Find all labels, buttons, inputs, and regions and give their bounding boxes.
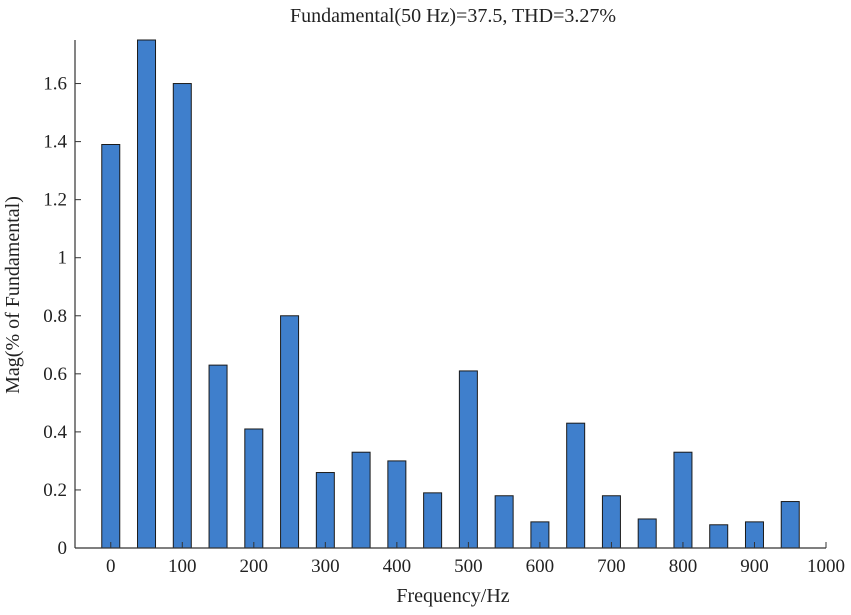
bar-0 [101,144,121,549]
y-tick-label: 1.4 [43,132,67,153]
bar-750 [637,518,657,549]
bars-group [101,39,800,549]
y-tick-label: 1 [58,248,68,269]
x-tick-label: 300 [311,556,340,577]
y-tick-label: 0.4 [43,422,67,443]
x-tick-label: 0 [106,556,116,577]
y-tick-label: 1.2 [43,190,67,211]
bar-700 [601,495,621,549]
bar-100 [172,83,192,549]
bar-400 [387,460,407,549]
x-tick-label: 100 [168,556,197,577]
x-tick-label: 500 [454,556,483,577]
bar-450 [423,492,443,549]
y-tick-label: 1.6 [43,74,67,95]
bar-50 [137,39,157,549]
x-axis-title: Frequency/Hz [396,585,509,607]
bar-200 [244,428,264,549]
x-tick-label: 900 [740,556,769,577]
bar-350 [351,451,371,549]
bar-500 [458,370,478,549]
x-tick-label: 600 [526,556,555,577]
x-tick-label: 800 [669,556,698,577]
bar-550 [494,495,514,549]
bar-850 [709,524,729,549]
bar-150 [208,364,228,549]
y-tick-label: 0 [58,538,68,559]
x-tick-label: 1000 [807,556,845,577]
bar-250 [280,315,300,549]
chart-title: Fundamental(50 Hz)=37.5, THD=3.27% [290,5,616,27]
x-tick-label: 400 [383,556,412,577]
bar-800 [673,451,693,549]
bar-950 [780,501,800,549]
y-axis-ticks: 0 0.2 0.4 0.6 0.8 1 1.2 1.4 1.6 [43,74,81,559]
x-tick-label: 200 [240,556,269,577]
y-axis-title: Mag(% of Fundamental) [2,196,24,394]
x-tick-label: 700 [597,556,626,577]
y-tick-label: 0.8 [43,306,67,327]
y-tick-label: 0.2 [43,480,67,501]
x-axis-ticks: 0 100 200 300 400 500 600 700 800 900 1000 [106,542,845,577]
axes-group [74,40,826,549]
y-tick-label: 0.6 [43,364,67,385]
bar-650 [566,422,586,549]
bar-300 [315,472,335,549]
